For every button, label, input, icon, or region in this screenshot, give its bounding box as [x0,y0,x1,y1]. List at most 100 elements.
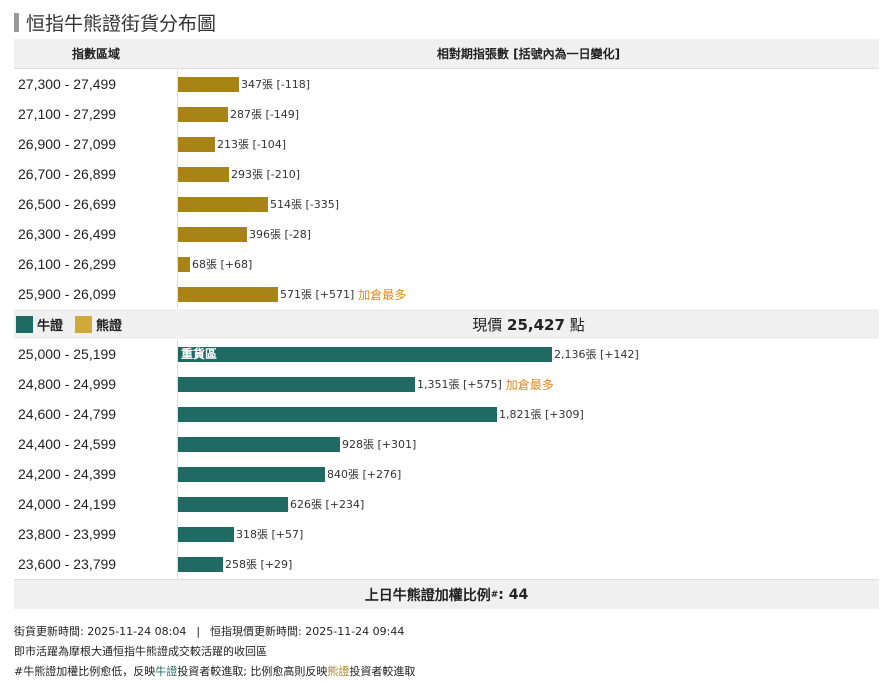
bear-range-label: 26,500 - 26,699 [14,189,178,219]
price-value: 25,427 [507,315,565,334]
bear-bar [178,106,228,122]
bear-bar [178,226,247,242]
bear-bar [178,196,268,212]
bull-bar: 重貨區 [178,346,552,362]
bull-range-label: 24,200 - 24,399 [14,459,178,489]
bear-range-label: 27,100 - 27,299 [14,99,178,129]
price-update-time: 恒指現價更新時間: 2025-11-24 09:44 [210,625,405,638]
price-suffix: 點 [569,315,585,334]
legend: 牛證 熊證 [14,315,178,334]
note-ratio-bull: 牛證 [155,665,178,678]
weighted-ratio: 上日牛熊證加權比例 #: 44 [14,579,879,609]
bear-range-label: 27,300 - 27,499 [14,69,178,99]
bear-row: 27,100 - 27,299 287張 [-149] [14,99,879,129]
bull-range-label: 23,600 - 23,799 [14,549,178,579]
page-title: 恒指牛熊證街貨分布圖 [14,10,216,35]
ratio-value: : 44 [498,586,529,603]
bear-value-label: 514張 [-335] [270,198,340,211]
bull-bar-cell: 重貨區 2,136張 [+142] [178,339,879,369]
price-prefix: 現價 [472,315,503,334]
bear-range-label: 26,700 - 26,899 [14,159,178,189]
footnotes: 街貨更新時間: 2025-11-24 08:04 | 恒指現價更新時間: 2025-… [14,622,415,682]
bull-bar [178,556,223,572]
bear-bar-cell: 347張 [-118] [178,69,879,99]
current-price-bar: 牛證 熊證 現價 25,427 點 [14,309,879,339]
bull-bar-cell: 1,821張 [+309] [178,399,879,429]
bear-bar [178,166,229,182]
legend-bull-label: 牛證 [37,318,64,334]
note-ratio-part1: #牛熊證加權比例愈低，反映 [14,665,156,678]
bear-range-label: 25,900 - 26,099 [14,279,178,309]
bull-range-label: 24,800 - 24,999 [14,369,178,399]
ratio-mark: # [490,589,499,600]
bear-value-label: 347張 [-118] [241,78,311,91]
note-ratio-part3: 投資者較進取 [349,665,416,678]
bear-bar [178,286,278,302]
bear-bar-cell: 68張 [+68] [178,249,879,279]
bull-bar [178,436,340,452]
bull-range-label: 24,400 - 24,599 [14,429,178,459]
ratio-label: 上日牛熊證加權比例 [364,587,491,604]
bull-value-label: 1,351張 [+575] [417,378,502,391]
bull-row: 24,000 - 24,199 626張 [+234] [14,489,879,519]
bear-range-label: 26,900 - 27,099 [14,129,178,159]
bear-range-label: 26,100 - 26,299 [14,249,178,279]
bear-bar-cell: 514張 [-335] [178,189,879,219]
bear-value-label: 396張 [-28] [249,228,312,241]
update-times: 街貨更新時間: 2025-11-24 08:04 | 恒指現價更新時間: 2025-… [14,622,415,642]
note-ratio-part2: 投資者較進取; 比例愈高則反映 [177,665,328,678]
bear-row: 26,700 - 26,899 293張 [-210] [14,159,879,189]
legend-bear-label: 熊證 [96,318,123,334]
separator: | [196,625,201,638]
bull-value-label: 928張 [+301] [342,438,417,451]
cbbc-distribution-table: 指數區域 相對期指張數 [括號內為一日變化] 27,300 - 27,499 34… [14,39,879,609]
bull-bar-cell: 626張 [+234] [178,489,879,519]
bear-row: 26,300 - 26,499 396張 [-28] [14,219,879,249]
bull-value-label: 258張 [+29] [225,558,293,571]
bear-bar-cell: 571張 [+571] 加倉最多 [178,279,879,309]
header-index-range: 指數區域 [71,47,120,61]
bull-rows: 25,000 - 25,199 重貨區 2,136張 [+142] 24,800 - … [14,339,879,579]
table-header: 指數區域 相對期指張數 [括號內為一日變化] [14,39,879,69]
bear-bar-cell: 287張 [-149] [178,99,879,129]
bull-bar [178,466,325,482]
current-price: 現價 25,427 點 [178,314,879,335]
bear-bar [178,76,239,92]
bull-bar [178,376,415,392]
bull-row: 24,600 - 24,799 1,821張 [+309] [14,399,879,429]
bear-row: 26,900 - 27,099 213張 [-104] [14,129,879,159]
header-contracts: 相對期指張數 [括號內為一日變化] [436,47,621,61]
bull-row: 25,000 - 25,199 重貨區 2,136張 [+142] [14,339,879,369]
bull-row: 23,600 - 23,799 258張 [+29] [14,549,879,579]
legend-bear-swatch [75,315,93,333]
bear-bar [178,256,190,272]
stock-update-time: 街貨更新時間: 2025-11-24 08:04 [14,625,187,638]
bull-range-label: 24,000 - 24,199 [14,489,178,519]
bear-row: 25,900 - 26,099 571張 [+571] 加倉最多 [14,279,879,309]
heavy-zone-label: 重貨區 [181,346,218,361]
bull-row: 24,200 - 24,399 840張 [+276] [14,459,879,489]
bull-bar-cell: 258張 [+29] [178,549,879,579]
bear-rows: 27,300 - 27,499 347張 [-118] 27,100 - 27,29… [14,69,879,309]
bull-bar-cell: 318張 [+57] [178,519,879,549]
bear-value-label: 213張 [-104] [217,138,287,151]
bear-row: 27,300 - 27,499 347張 [-118] [14,69,879,99]
bull-bar [178,406,497,422]
most-added-tag: 加倉最多 [505,377,554,392]
bull-bar [178,496,288,512]
bear-range-label: 26,300 - 26,499 [14,219,178,249]
bull-row: 24,400 - 24,599 928張 [+301] [14,429,879,459]
bull-row: 24,800 - 24,999 1,351張 [+575] 加倉最多 [14,369,879,399]
bear-value-label: 287張 [-149] [230,108,300,121]
note-active-zone: 即市活躍為摩根大通恒指牛熊證成交較活躍的收回區 [14,645,267,658]
bull-value-label: 840張 [+276] [327,468,402,481]
bull-range-label: 23,800 - 23,999 [14,519,178,549]
bull-range-label: 24,600 - 24,799 [14,399,178,429]
bull-bar [178,526,234,542]
bear-row: 26,100 - 26,299 68張 [+68] [14,249,879,279]
bull-value-label: 318張 [+57] [236,528,304,541]
legend-bull-swatch [16,315,33,333]
bull-row: 23,800 - 23,999 318張 [+57] [14,519,879,549]
bear-value-label: 571張 [+571] [280,288,355,301]
bull-bar-cell: 1,351張 [+575] 加倉最多 [178,369,879,399]
